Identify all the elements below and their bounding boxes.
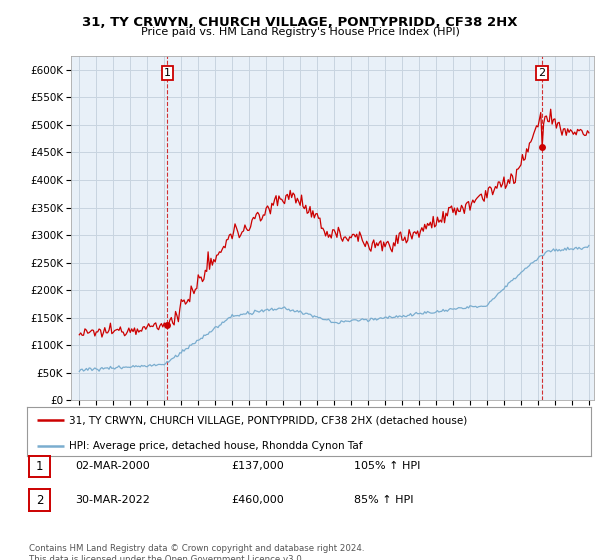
Text: 105% ↑ HPI: 105% ↑ HPI (354, 461, 421, 472)
Text: 02-MAR-2000: 02-MAR-2000 (75, 461, 150, 472)
Text: 85% ↑ HPI: 85% ↑ HPI (354, 495, 413, 505)
Text: 2: 2 (538, 68, 545, 78)
Text: Contains HM Land Registry data © Crown copyright and database right 2024.
This d: Contains HM Land Registry data © Crown c… (29, 544, 364, 560)
Text: £137,000: £137,000 (231, 461, 284, 472)
Text: 2: 2 (36, 493, 43, 507)
Text: 1: 1 (164, 68, 170, 78)
Text: HPI: Average price, detached house, Rhondda Cynon Taf: HPI: Average price, detached house, Rhon… (70, 441, 363, 451)
Text: Price paid vs. HM Land Registry's House Price Index (HPI): Price paid vs. HM Land Registry's House … (140, 27, 460, 37)
Text: 1: 1 (36, 460, 43, 473)
Text: 30-MAR-2022: 30-MAR-2022 (75, 495, 150, 505)
Text: 31, TY CRWYN, CHURCH VILLAGE, PONTYPRIDD, CF38 2HX (detached house): 31, TY CRWYN, CHURCH VILLAGE, PONTYPRIDD… (70, 416, 467, 426)
Text: 31, TY CRWYN, CHURCH VILLAGE, PONTYPRIDD, CF38 2HX: 31, TY CRWYN, CHURCH VILLAGE, PONTYPRIDD… (82, 16, 518, 29)
Text: £460,000: £460,000 (231, 495, 284, 505)
